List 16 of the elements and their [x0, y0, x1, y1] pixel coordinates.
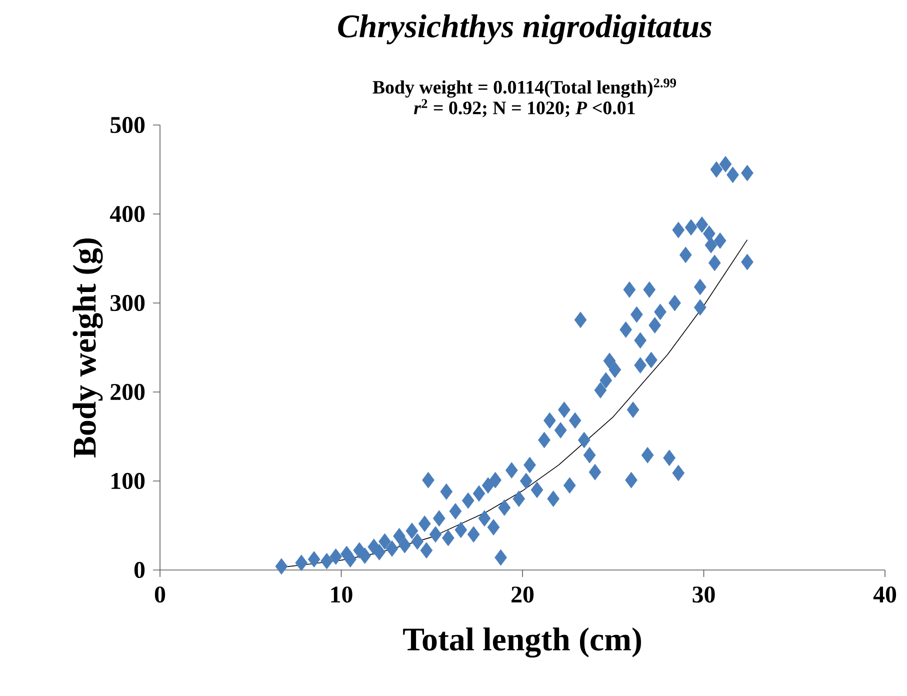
y-tick-label: 300	[110, 294, 145, 312]
y-tick-label: 0	[134, 562, 145, 578]
x-tick-label: 0	[154, 586, 166, 603]
text: Body weight = 0.0114(Total length)$^{2.99}$	[372, 78, 676, 98]
y-tick-label: 500	[110, 116, 145, 134]
x-tick-label: 20	[512, 586, 534, 603]
chart-title: Chrysichthys nigrodigitatus	[338, 14, 712, 44]
x-axis-title: Total length (cm)	[403, 627, 641, 658]
y-tick-label: 100	[112, 472, 145, 490]
y-tick-label: 200	[110, 384, 145, 400]
text: r$^{2}$ = 0.92; N = 1020; P <0.01	[414, 99, 635, 118]
x-tick-label: 30	[692, 586, 715, 603]
x-tick-label: 40	[873, 586, 896, 603]
y-axis-title: Body weight (g)	[72, 238, 103, 458]
y-tick-label: 400	[110, 206, 145, 222]
x-tick-label: 10	[331, 586, 352, 603]
